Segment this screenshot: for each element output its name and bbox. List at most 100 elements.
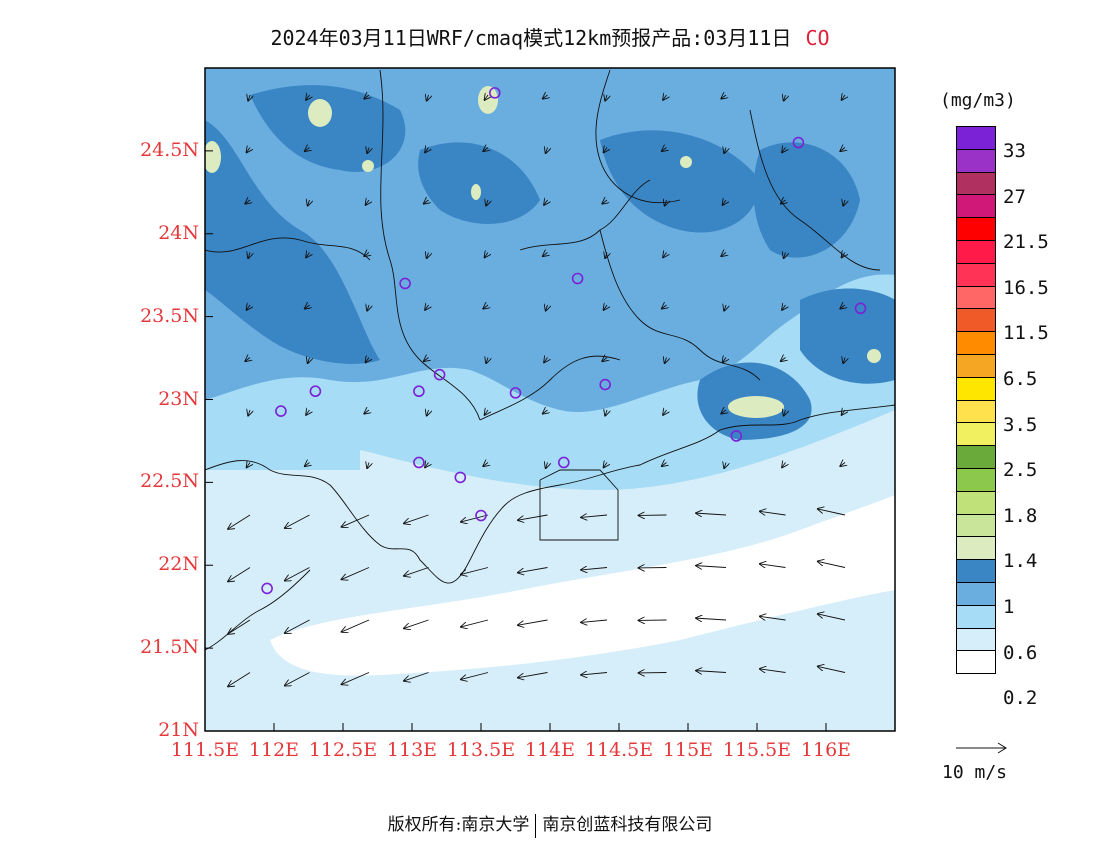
wind-arrow (843, 200, 845, 206)
colorbar-swatch (956, 627, 996, 651)
wind-reference-label: 10 m/s (942, 762, 1008, 783)
wind-arrow (818, 666, 846, 673)
colorbar-label: 11.5 (1003, 322, 1049, 345)
colorbar-swatch (956, 353, 996, 377)
wind-arrow (341, 619, 370, 632)
wind-arrow (367, 305, 369, 311)
wind-arrow (782, 463, 785, 468)
wind-arrow (784, 253, 786, 259)
hotspot-7 (867, 349, 881, 363)
colorbar-swatch (956, 308, 996, 332)
wind-arrow (581, 568, 608, 570)
wind-arrow (842, 410, 845, 415)
station-marker (475, 509, 487, 522)
boundary-6 (749, 109, 881, 271)
colorbar-swatch (956, 650, 996, 675)
lat-label: 22.5N (140, 470, 199, 493)
hotspot-2 (478, 86, 498, 114)
wind-arrow (518, 567, 548, 573)
wind-arrow (721, 95, 726, 99)
wind-arrow (367, 148, 369, 154)
colorbar-swatch (956, 126, 996, 149)
colorbar-label: 0.2 (1003, 687, 1038, 710)
wind-arrow (485, 410, 488, 415)
station-marker (730, 430, 743, 442)
wind-arrow (544, 358, 547, 363)
hotspot-6 (680, 156, 692, 168)
wind-arrow (605, 95, 607, 101)
lat-label: 23N (158, 387, 199, 410)
wind-vectors (228, 95, 845, 686)
colorbar-label: 0.6 (1003, 641, 1038, 664)
wind-arrow (604, 305, 607, 310)
wind-arrow (308, 358, 310, 364)
wind-arrow (485, 95, 488, 100)
wind-arrow (818, 614, 846, 621)
wind-arrow (581, 673, 608, 675)
hotspot-1 (308, 99, 332, 127)
wind-arrow (723, 200, 726, 205)
wind-arrow (663, 95, 666, 100)
wind-arrow (404, 567, 429, 576)
colorbar-swatch (956, 285, 996, 309)
boundary-5 (479, 355, 621, 421)
station-marker (599, 378, 612, 391)
wind-arrow (842, 253, 845, 258)
wind-arrow (425, 463, 428, 468)
wind-arrow (784, 410, 786, 416)
wind-arrow (461, 619, 489, 627)
station-marker (261, 582, 273, 595)
wind-arrow (306, 95, 309, 100)
colorbar-swatch (956, 581, 996, 605)
colorbar-label: 6.5 (1003, 368, 1038, 390)
lon-label: 115.5E (722, 739, 792, 761)
wind-arrow (404, 619, 429, 628)
wind-arrow (818, 509, 846, 516)
wind-arrow (364, 253, 369, 257)
wind-arrow (662, 463, 667, 467)
wind-arrow (543, 95, 548, 99)
chart-title: 2024年03月11日WRF/cmaq模式12km预报产品:03月11日 CO (0, 22, 1100, 51)
lon-label: 115E (662, 739, 714, 761)
wind-arrow (602, 200, 607, 204)
wind-arrow (245, 358, 250, 362)
title-text: 2024年03月11日WRF/cmaq模式12km预报产品:03月11日 (270, 26, 792, 50)
wind-arrow (228, 672, 251, 687)
station-marker (557, 456, 570, 469)
boundary-7 (595, 69, 681, 204)
lat-label: 24N (158, 221, 199, 244)
lon-label: 114.5E (584, 739, 654, 761)
wind-arrow (285, 619, 310, 633)
wind-arrow (427, 95, 429, 101)
wind-arrow (366, 358, 369, 363)
wind-arrow (366, 200, 369, 205)
lon-label: 112.5E (308, 739, 378, 761)
wind-arrow (724, 148, 726, 154)
concentration-field (205, 68, 895, 731)
wind-arrow (247, 305, 250, 310)
wind-arrow (546, 463, 548, 469)
wind-arrow (544, 200, 547, 205)
colorbar (956, 126, 996, 675)
wind-arrow (245, 200, 250, 204)
station-marker (854, 302, 867, 315)
colorbar-swatch (956, 445, 996, 468)
colorbar-swatch (956, 239, 996, 263)
footer-company: 南京创蓝科技有限公司 (542, 815, 713, 835)
wind-arrow (248, 95, 250, 101)
lat-label: 21.5N (140, 636, 199, 659)
wind-arrow (543, 410, 548, 414)
wind-arrow (721, 253, 726, 257)
station-marker (792, 136, 805, 149)
wind-reference-arrow (956, 742, 1007, 754)
wind-arrow (604, 463, 607, 468)
wind-arrow (425, 305, 428, 310)
coastline (205, 404, 895, 584)
wind-arrow (427, 253, 429, 259)
wind-arrow (782, 305, 785, 310)
station-marker (488, 87, 501, 99)
wind-arrow (843, 358, 845, 364)
wind-arrow (228, 567, 251, 582)
colorbar-label: 16.5 (1003, 276, 1049, 299)
lon-label: 111.5E (170, 739, 240, 761)
